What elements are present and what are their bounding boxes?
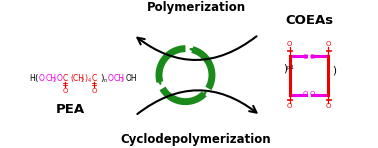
Polygon shape xyxy=(157,77,161,85)
Text: 4: 4 xyxy=(87,78,91,83)
Text: O: O xyxy=(287,41,292,47)
Text: ): ) xyxy=(100,74,103,83)
Text: C: C xyxy=(63,74,68,83)
Text: O: O xyxy=(39,74,45,83)
Text: O: O xyxy=(287,103,292,110)
Text: 2: 2 xyxy=(121,78,124,83)
Text: O: O xyxy=(326,103,331,110)
Text: O: O xyxy=(303,54,308,60)
Text: O: O xyxy=(303,91,308,97)
Text: ): ) xyxy=(332,66,336,76)
Text: C: C xyxy=(92,74,97,83)
Text: 2: 2 xyxy=(52,78,55,83)
Text: O: O xyxy=(326,41,331,47)
Text: CH: CH xyxy=(45,74,56,83)
Text: Cyclodepolymerization: Cyclodepolymerization xyxy=(121,133,271,146)
Text: O: O xyxy=(57,74,62,83)
Text: COEAs: COEAs xyxy=(285,14,333,27)
Text: H: H xyxy=(29,74,35,83)
Text: O: O xyxy=(310,91,315,97)
Text: CH: CH xyxy=(114,74,125,83)
Text: Polymerization: Polymerization xyxy=(147,1,246,14)
Text: p-1: p-1 xyxy=(287,65,295,70)
Text: O: O xyxy=(108,74,114,83)
Text: O: O xyxy=(62,88,68,94)
Text: (: ( xyxy=(34,74,38,83)
Text: O: O xyxy=(91,88,97,94)
Text: OH: OH xyxy=(125,74,137,83)
Text: ): ) xyxy=(284,63,287,73)
Text: n: n xyxy=(104,78,107,83)
Text: 2: 2 xyxy=(81,78,84,83)
Polygon shape xyxy=(200,92,206,99)
Polygon shape xyxy=(190,49,197,53)
Text: O: O xyxy=(310,54,315,60)
Text: ): ) xyxy=(84,74,87,83)
Text: PEA: PEA xyxy=(56,103,85,116)
Text: (CH: (CH xyxy=(71,74,85,83)
